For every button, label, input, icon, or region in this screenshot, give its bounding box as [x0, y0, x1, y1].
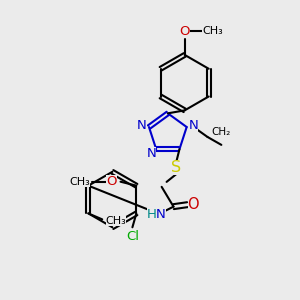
Text: CH₃: CH₃ [70, 177, 90, 187]
Text: H: H [147, 208, 157, 221]
Text: N: N [156, 208, 166, 221]
Text: N: N [189, 118, 199, 132]
Text: O: O [179, 25, 190, 38]
Text: N: N [137, 118, 147, 132]
Text: Cl: Cl [126, 230, 139, 243]
Text: O: O [106, 175, 117, 188]
Text: N: N [146, 147, 156, 160]
Text: S: S [171, 160, 182, 175]
Text: CH₃: CH₃ [202, 26, 223, 36]
Text: CH₃: CH₃ [106, 216, 126, 226]
Text: O: O [188, 197, 199, 212]
Text: CH₂: CH₂ [212, 127, 231, 137]
